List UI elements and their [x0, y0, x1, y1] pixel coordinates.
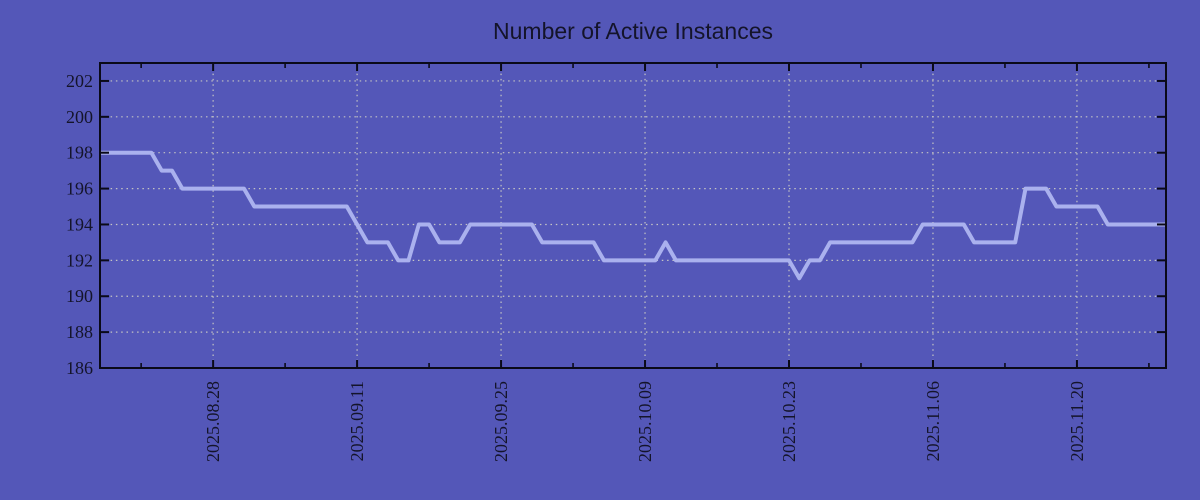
y-tick-label: 186	[66, 358, 93, 378]
y-tick-label: 192	[66, 250, 93, 270]
y-tick-label: 198	[66, 143, 93, 163]
x-tick-label: 2025.11.06	[923, 381, 943, 461]
data-series	[100, 150, 1166, 281]
x-tick-label: 2025.10.09	[635, 381, 655, 462]
y-tick-label: 196	[66, 179, 93, 199]
axes	[99, 62, 1167, 369]
x-tick-label: 2025.11.20	[1067, 381, 1087, 461]
y-tick-label: 190	[66, 286, 93, 306]
y-tick-label: 194	[66, 214, 93, 234]
plot-border	[99, 62, 1167, 369]
x-tick-label: 2025.09.25	[491, 381, 511, 462]
y-tick-label: 202	[66, 71, 93, 91]
x-tick-label: 2025.10.23	[779, 381, 799, 462]
axis-labels: 186 188 190 192 194 196 198 200 202 2025.08.28 202…	[66, 71, 1087, 462]
x-tick-label: 2025.09.11	[347, 381, 367, 461]
y-tick-label: 200	[66, 107, 93, 127]
x-tick-label: 2025.08.28	[203, 381, 223, 462]
y-tick-label: 188	[66, 322, 93, 342]
series-line-active-instances	[100, 150, 1166, 281]
chart-title: Number of Active Instances	[493, 18, 773, 44]
